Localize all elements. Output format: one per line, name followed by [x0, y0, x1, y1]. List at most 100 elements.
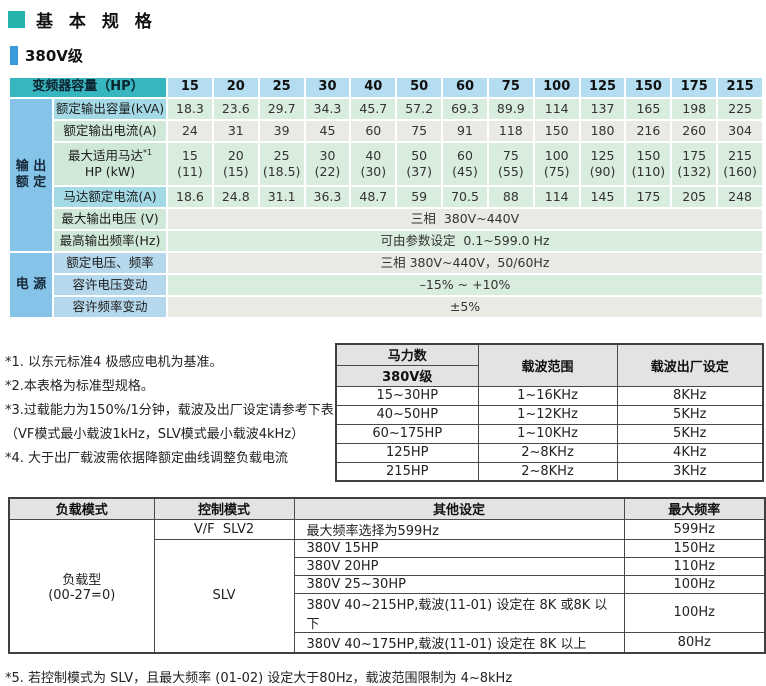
capacity-header: 40 — [351, 78, 396, 97]
spec-value-cell: 150 (110) — [626, 143, 671, 185]
spec-value-cell: 59 — [397, 187, 442, 207]
spec-value-cell: 180 — [580, 121, 625, 141]
spec-table: 变频器容量（HP） 15 20 25 30 40 50 60 75 100 125 150 175 215… — [8, 76, 764, 319]
carrier-hp-cell: 125HP — [335, 442, 479, 463]
mode-header: 控制模式 — [153, 497, 295, 520]
load-mode-cell: 负载型 (00-27=0) — [8, 518, 155, 653]
max-frequency-cell: 100Hz — [623, 574, 766, 594]
spec-value-cell: 50 (37) — [397, 143, 442, 185]
carrier-default-cell: 8KHz — [616, 385, 764, 406]
spec-value-cell: 175 (132) — [672, 143, 717, 185]
carrier-range-cell: 1~12KHz — [477, 404, 618, 425]
page-header: 基 本 规 格 — [0, 0, 766, 32]
control-mode-cell: SLV — [153, 538, 295, 653]
spec-value-cell: 205 — [672, 187, 717, 207]
spec-value-cell: 248 — [718, 187, 762, 207]
section-marker-icon — [8, 11, 25, 28]
spec-span-value: 可由参数设定 0.1~599.0 Hz — [168, 231, 762, 251]
footnote: *5. 若控制模式为 SLV，且最大频率 (01-02) 设定大于80Hz，载波… — [5, 670, 513, 686]
spec-value-cell: 18.6 — [168, 187, 212, 207]
mode-header: 负载模式 — [8, 497, 155, 520]
note-line: *3.过载能力为150%/1分钟，载波及出厂设定请参考下表 — [5, 403, 334, 418]
spec-value-cell: 31 — [213, 121, 258, 141]
spec-value-cell: 45.7 — [351, 99, 396, 119]
spec-value-cell: 24.8 — [213, 187, 258, 207]
spec-value-cell: 69.3 — [443, 99, 487, 119]
spec-value-cell: 215 (160) — [718, 143, 762, 185]
other-setting-cell: 最大频率选择为599Hz — [293, 518, 625, 540]
spec-value-cell: 70.5 — [443, 187, 487, 207]
max-frequency-cell: 100Hz — [623, 592, 766, 633]
spec-value-cell: 75 — [397, 121, 442, 141]
carrier-default-cell: 4KHz — [616, 442, 764, 463]
notes-and-carrier-row: *1. 以东元标准4 极感应电机为基准。 *2.本表格为标准型规格。 *3.过载能力… — [0, 343, 766, 482]
spec-span-value: 三相 380V~440V，50/60Hz — [168, 253, 762, 273]
carrier-hp-cell: 215HP — [335, 461, 479, 482]
capacity-header: 30 — [305, 78, 350, 97]
page-title: 基 本 规 格 — [36, 12, 157, 32]
carrier-range-cell: 1~10KHz — [477, 423, 618, 444]
other-setting-cell: 380V 25~30HP — [293, 574, 625, 594]
carrier-hp-cell: 60~175HP — [335, 423, 479, 444]
spec-value-cell: 89.9 — [488, 99, 533, 119]
capacity-header: 60 — [443, 78, 487, 97]
spec-value-cell: 198 — [672, 99, 717, 119]
spec-value-cell: 36.3 — [305, 187, 350, 207]
spec-row-label: 最大输出电压 (V) — [54, 209, 167, 229]
spec-row-label: 额定输出容量(kVA) — [54, 99, 167, 119]
carrier-header-voltage-class: 380V级 — [335, 364, 479, 387]
note-line: *2.本表格为标准型规格。 — [5, 379, 154, 394]
mode-header: 最大频率 — [623, 497, 766, 520]
section-label-power: 电 源 — [10, 253, 52, 317]
capacity-header: 215 — [718, 78, 762, 97]
spec-span-value: 三相 380V~440V — [168, 209, 762, 229]
voltage-class-header: 380V级 — [10, 45, 766, 66]
capacity-header: 150 — [626, 78, 671, 97]
carrier-range-cell: 1~16KHz — [477, 385, 618, 406]
subtitle-bar-icon — [10, 46, 18, 65]
spec-value-cell: 25 (18.5) — [259, 143, 304, 185]
capacity-header: 75 — [488, 78, 533, 97]
capacity-header: 175 — [672, 78, 717, 97]
carrier-header-range: 载波范围 — [477, 343, 618, 387]
spec-row-label: 最大适用马达*1 HP (kW) — [54, 143, 167, 185]
spec-value-cell: 225 — [718, 99, 762, 119]
spec-value-cell: 125 (90) — [580, 143, 625, 185]
spec-corner-header: 变频器容量（HP） — [10, 78, 167, 97]
other-setting-cell: 380V 40~215HP,载波(11-01) 设定在 8K 或8K 以下 — [293, 592, 625, 633]
spec-value-cell: 91 — [443, 121, 487, 141]
spec-value-cell: 45 — [305, 121, 350, 141]
max-frequency-cell: 150Hz — [623, 538, 766, 558]
spec-row-label: 容许频率变动 — [54, 297, 167, 317]
spec-value-cell: 137 — [580, 99, 625, 119]
spec-value-cell: 15 (11) — [168, 143, 212, 185]
note-line: *1. 以东元标准4 极感应电机为基准。 — [5, 355, 223, 370]
carrier-header-hp: 马力数 — [335, 343, 479, 366]
spec-span-value: ±5% — [168, 297, 762, 317]
spec-value-cell: 48.7 — [351, 187, 396, 207]
spec-value-cell: 23.6 — [213, 99, 258, 119]
spec-row-label: 马达额定电流(A) — [54, 187, 167, 207]
spec-value-cell: 40 (30) — [351, 143, 396, 185]
spec-value-cell: 75 (55) — [488, 143, 533, 185]
carrier-range-cell: 2~8KHz — [477, 461, 618, 482]
spec-value-cell: 29.7 — [259, 99, 304, 119]
control-mode-cell: V/F SLV2 — [153, 518, 295, 540]
capacity-header: 15 — [168, 78, 212, 97]
voltage-class-title: 380V级 — [25, 47, 83, 65]
max-frequency-cell: 599Hz — [623, 518, 766, 540]
carrier-default-cell: 5KHz — [616, 423, 764, 444]
section-label-output: 输 出 额 定 — [10, 99, 52, 251]
spec-value-cell: 118 — [488, 121, 533, 141]
spec-value-cell: 150 — [534, 121, 579, 141]
spec-value-cell: 60 (45) — [443, 143, 487, 185]
spec-value-cell: 18.3 — [168, 99, 212, 119]
spec-value-cell: 60 — [351, 121, 396, 141]
spec-value-cell: 145 — [580, 187, 625, 207]
spec-value-cell: 175 — [626, 187, 671, 207]
spec-value-cell: 57.2 — [397, 99, 442, 119]
spec-value-cell: 39 — [259, 121, 304, 141]
spec-row-label: 容许电压变动 — [54, 275, 167, 295]
spec-value-cell: 165 — [626, 99, 671, 119]
